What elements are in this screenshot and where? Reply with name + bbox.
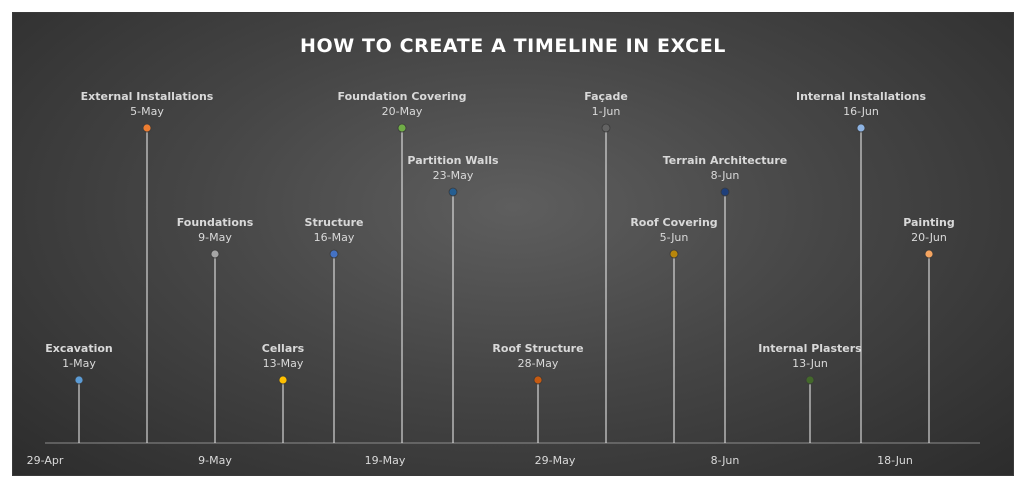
event-marker <box>601 123 611 133</box>
event-marker <box>856 123 866 133</box>
event-4: Structure 16-May <box>305 216 364 443</box>
event-name-label: Internal Plasters <box>758 342 862 355</box>
event-name-label: Roof Covering <box>630 216 717 229</box>
event-date-label: 1-May <box>62 357 96 370</box>
event-date-label: 16-May <box>314 231 355 244</box>
chart-title: HOW TO CREATE A TIMELINE IN EXCEL <box>300 35 726 57</box>
event-marker <box>74 375 84 385</box>
event-date-label: 28-May <box>518 357 559 370</box>
event-date-label: 9-May <box>198 231 232 244</box>
event-name-label: Partition Walls <box>407 154 499 167</box>
event-8: Façade 1-Jun <box>584 90 628 443</box>
event-name-label: Painting <box>903 216 955 229</box>
event-date-label: 13-Jun <box>792 357 828 370</box>
x-axis-ticks: 29-Apr 9-May 19-May 29-May 8-Jun 18-Jun <box>27 454 913 467</box>
event-date-label: 20-May <box>382 105 423 118</box>
event-marker <box>210 249 220 259</box>
event-name-label: Excavation <box>45 342 113 355</box>
event-10: Terrain Architecture 8-Jun <box>663 154 787 443</box>
event-marker <box>448 187 458 197</box>
event-name-label: Structure <box>305 216 364 229</box>
event-name-label: Roof Structure <box>492 342 583 355</box>
event-3: Cellars 13-May <box>262 342 305 443</box>
event-marker <box>669 249 679 259</box>
event-name-label: Cellars <box>262 342 305 355</box>
event-date-label: 1-Jun <box>592 105 621 118</box>
event-date-label: 13-May <box>263 357 304 370</box>
event-marker <box>397 123 407 133</box>
event-name-label: Internal Installations <box>796 90 926 103</box>
x-tick-label: 8-Jun <box>711 454 740 467</box>
x-tick-label: 19-May <box>365 454 406 467</box>
event-0: Excavation 1-May <box>45 342 113 443</box>
chart-panel: HOW TO CREATE A TIMELINE IN EXCEL <box>12 12 1014 476</box>
event-date-label: 5-May <box>130 105 164 118</box>
event-name-label: Façade <box>584 90 628 103</box>
event-marker <box>720 187 730 197</box>
event-marker <box>278 375 288 385</box>
timeline-marks: Excavation 1-May External Installations 5-M… <box>45 90 955 443</box>
event-date-label: 16-Jun <box>843 105 879 118</box>
event-date-label: 8-Jun <box>711 169 740 182</box>
event-6: Partition Walls 23-May <box>407 154 499 443</box>
event-11: Internal Plasters 13-Jun <box>758 342 862 443</box>
event-marker <box>924 249 934 259</box>
x-tick-label: 29-May <box>535 454 576 467</box>
event-date-label: 20-Jun <box>911 231 947 244</box>
event-13: Painting 20-Jun <box>903 216 955 443</box>
event-name-label: Foundation Covering <box>338 90 467 103</box>
x-tick-label: 18-Jun <box>877 454 913 467</box>
event-5: Foundation Covering 20-May <box>338 90 467 443</box>
event-12: Internal Installations 16-Jun <box>796 90 926 443</box>
event-1: External Installations 5-May <box>81 90 214 443</box>
event-name-label: Foundations <box>177 216 254 229</box>
event-marker <box>142 123 152 133</box>
event-name-label: Terrain Architecture <box>663 154 787 167</box>
event-2: Foundations 9-May <box>177 216 254 443</box>
event-date-label: 5-Jun <box>660 231 689 244</box>
event-date-label: 23-May <box>433 169 474 182</box>
event-9: Roof Covering 5-Jun <box>630 216 718 443</box>
event-marker <box>805 375 815 385</box>
x-tick-label: 9-May <box>198 454 232 467</box>
event-name-label: External Installations <box>81 90 214 103</box>
event-marker <box>329 249 339 259</box>
event-marker <box>533 375 543 385</box>
event-7: Roof Structure 28-May <box>492 342 584 443</box>
x-tick-label: 29-Apr <box>27 454 64 467</box>
